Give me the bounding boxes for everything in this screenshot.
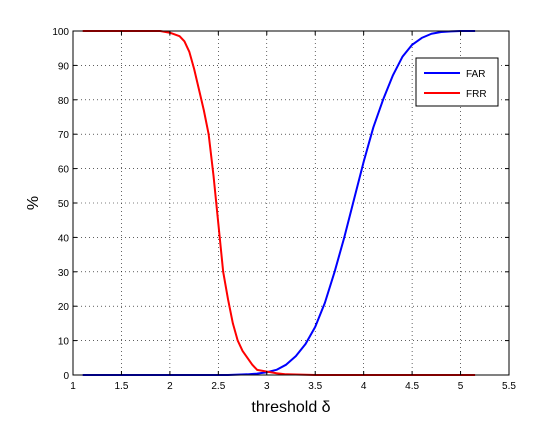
y-tick-label: 60 xyxy=(58,165,70,176)
x-tick-label: 1.5 xyxy=(114,381,128,392)
y-tick-labels: 0 10 20 30 40 50 60 70 80 90 100 xyxy=(52,27,69,382)
legend: FAR FRR xyxy=(415,57,499,107)
legend-box xyxy=(415,57,499,107)
y-axis-label: % xyxy=(25,196,42,210)
series-lines xyxy=(82,30,476,376)
x-tick-label: 3 xyxy=(264,381,270,392)
x-tick-label: 3.5 xyxy=(308,381,322,392)
y-tick-label: 10 xyxy=(58,337,70,348)
x-tick-label: 2.5 xyxy=(211,381,225,392)
y-tick-label: 80 xyxy=(58,96,70,107)
legend-label-far: FAR xyxy=(466,69,485,80)
x-tick-label: 1 xyxy=(70,381,76,392)
x-tick-label: 5 xyxy=(458,381,464,392)
x-tick-labels: 1 1.5 2 2.5 3 3.5 4 4.5 5 5.5 xyxy=(70,381,516,392)
x-tick-label: 5.5 xyxy=(502,381,516,392)
y-tick-label: 50 xyxy=(58,199,70,210)
series-line-frr xyxy=(82,30,476,376)
grid xyxy=(73,31,509,375)
y-tick-label: 100 xyxy=(52,27,69,38)
y-tick-label: 90 xyxy=(58,61,70,72)
y-tick-label: 20 xyxy=(58,302,70,313)
y-tick-label: 0 xyxy=(63,371,69,382)
x-axis-label: threshold δ xyxy=(251,399,330,416)
x-tick-label: 2 xyxy=(167,381,173,392)
x-tick-label: 4 xyxy=(361,381,367,392)
y-tick-label: 70 xyxy=(58,130,70,141)
ticks xyxy=(72,30,510,376)
y-tick-label: 30 xyxy=(58,268,70,279)
x-tick-label: 4.5 xyxy=(405,381,419,392)
legend-label-frr: FRR xyxy=(466,89,487,100)
y-tick-label: 40 xyxy=(58,233,70,244)
